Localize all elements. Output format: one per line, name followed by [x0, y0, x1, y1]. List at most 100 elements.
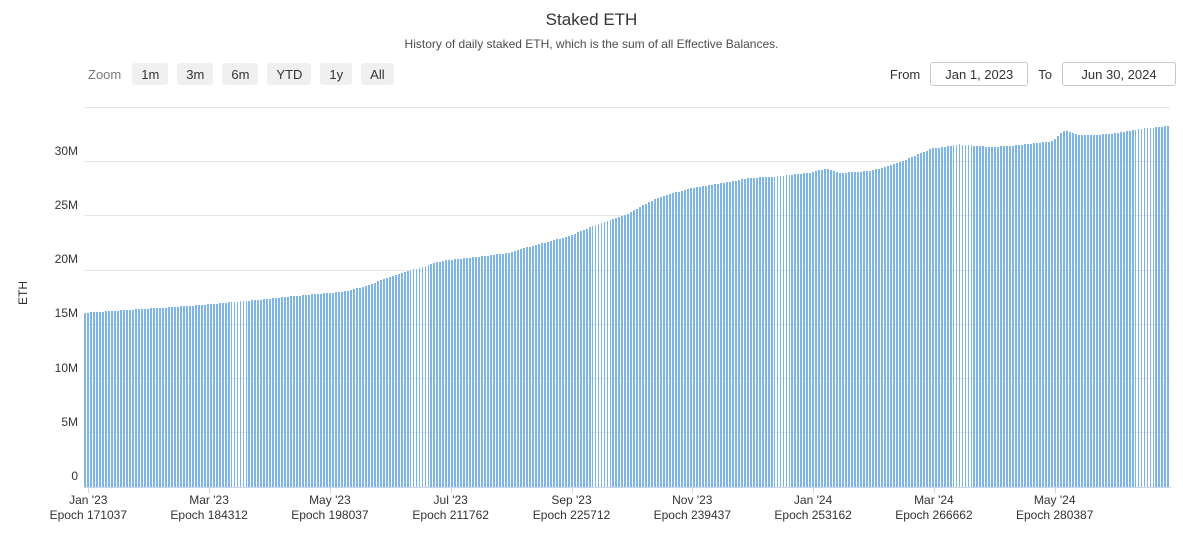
staked-eth-bar[interactable] — [928, 149, 931, 487]
staked-eth-bar[interactable] — [1095, 134, 1098, 487]
staked-eth-bar[interactable] — [895, 162, 898, 487]
staked-eth-bar[interactable] — [373, 282, 376, 487]
staked-eth-bar[interactable] — [910, 156, 913, 487]
staked-eth-bar[interactable] — [1134, 129, 1137, 487]
staked-eth-bar[interactable] — [311, 294, 314, 487]
staked-eth-bar[interactable] — [114, 310, 117, 487]
staked-eth-bar[interactable] — [427, 265, 430, 487]
staked-eth-bar[interactable] — [952, 145, 955, 487]
staked-eth-bar[interactable] — [919, 153, 922, 487]
staked-eth-bar[interactable] — [269, 298, 272, 487]
staked-eth-bar[interactable] — [164, 307, 167, 487]
staked-eth-bar[interactable] — [93, 312, 96, 487]
staked-eth-bar[interactable] — [782, 175, 785, 487]
staked-eth-bar[interactable] — [734, 180, 737, 487]
staked-eth-bar[interactable] — [358, 287, 361, 487]
staked-eth-bar[interactable] — [958, 144, 961, 487]
staked-eth-bar[interactable] — [460, 258, 463, 487]
staked-eth-bar[interactable] — [609, 219, 612, 487]
staked-eth-bar[interactable] — [111, 310, 114, 487]
staked-eth-bar[interactable] — [767, 176, 770, 487]
staked-eth-bar[interactable] — [776, 176, 779, 487]
zoom-button-3m[interactable]: 3m — [177, 63, 214, 85]
staked-eth-bar[interactable] — [355, 288, 358, 487]
staked-eth-bar[interactable] — [102, 311, 105, 487]
staked-eth-bar[interactable] — [800, 173, 803, 487]
staked-eth-bar[interactable] — [531, 245, 534, 487]
staked-eth-bar[interactable] — [878, 168, 880, 487]
staked-eth-bar[interactable] — [943, 146, 946, 487]
staked-eth-bar[interactable] — [522, 248, 525, 487]
staked-eth-bar[interactable] — [573, 233, 576, 487]
staked-eth-bar[interactable] — [749, 177, 752, 487]
staked-eth-bar[interactable] — [338, 292, 340, 487]
staked-eth-bar[interactable] — [335, 292, 337, 487]
staked-eth-bar[interactable] — [421, 266, 424, 487]
staked-eth-bar[interactable] — [457, 258, 460, 487]
staked-eth-bar[interactable] — [370, 283, 373, 487]
staked-eth-bar[interactable] — [1000, 146, 1003, 487]
staked-eth-bar[interactable] — [955, 144, 958, 487]
staked-eth-bar[interactable] — [537, 244, 540, 487]
staked-eth-bar[interactable] — [233, 301, 236, 487]
staked-eth-bar[interactable] — [1164, 126, 1167, 487]
staked-eth-bar[interactable] — [988, 146, 991, 487]
staked-eth-bar[interactable] — [475, 256, 478, 487]
staked-eth-bar[interactable] — [707, 185, 710, 487]
staked-eth-bar[interactable] — [546, 241, 549, 487]
staked-eth-bar[interactable] — [385, 278, 388, 487]
staked-eth-bar[interactable] — [367, 284, 370, 487]
zoom-button-1y[interactable]: 1y — [320, 63, 353, 85]
staked-eth-bar[interactable] — [1042, 142, 1044, 487]
staked-eth-bar[interactable] — [931, 148, 934, 487]
staked-eth-bar[interactable] — [156, 308, 158, 487]
staked-eth-bar[interactable] — [687, 188, 689, 487]
staked-eth-bar[interactable] — [1003, 146, 1006, 487]
staked-eth-bar[interactable] — [451, 259, 454, 487]
staked-eth-bar[interactable] — [194, 305, 197, 487]
staked-eth-bar[interactable] — [472, 257, 475, 487]
staked-eth-bar[interactable] — [236, 301, 239, 487]
staked-eth-bar[interactable] — [290, 296, 293, 487]
staked-eth-bar[interactable] — [519, 249, 522, 487]
staked-eth-bar[interactable] — [96, 312, 99, 487]
staked-eth-bar[interactable] — [624, 214, 627, 487]
staked-eth-bar[interactable] — [654, 198, 657, 487]
staked-eth-bar[interactable] — [308, 294, 311, 487]
staked-eth-bar[interactable] — [636, 208, 639, 487]
staked-eth-bar[interactable] — [1009, 145, 1012, 487]
staked-eth-bar[interactable] — [552, 240, 555, 487]
zoom-button-ytd[interactable]: YTD — [267, 63, 312, 85]
staked-eth-bar[interactable] — [833, 171, 836, 487]
staked-eth-bar[interactable] — [872, 170, 874, 487]
staked-eth-bar[interactable] — [415, 268, 418, 487]
staked-eth-bar[interactable] — [1149, 127, 1152, 487]
staked-eth-bar[interactable] — [534, 244, 537, 487]
staked-eth-bar[interactable] — [854, 171, 857, 487]
staked-eth-bar[interactable] — [1018, 145, 1021, 487]
staked-eth-bar[interactable] — [860, 171, 862, 487]
staked-eth-bar[interactable] — [400, 273, 403, 487]
staked-eth-bar[interactable] — [150, 308, 152, 487]
staked-eth-bar[interactable] — [332, 292, 334, 487]
staked-eth-bar[interactable] — [1068, 132, 1071, 487]
staked-eth-bar[interactable] — [496, 254, 499, 487]
staked-eth-bar[interactable] — [320, 293, 322, 487]
staked-eth-bar[interactable] — [660, 196, 663, 487]
staked-eth-bar[interactable] — [388, 277, 391, 487]
staked-eth-bar[interactable] — [179, 306, 182, 487]
staked-eth-bar[interactable] — [1074, 134, 1077, 487]
staked-eth-bar[interactable] — [991, 147, 994, 487]
staked-eth-bar[interactable] — [1027, 144, 1030, 487]
staked-eth-bar[interactable] — [135, 309, 137, 487]
staked-eth-bar[interactable] — [272, 298, 275, 487]
staked-eth-bar[interactable] — [147, 308, 149, 487]
staked-eth-bar[interactable] — [257, 299, 260, 487]
staked-eth-bar[interactable] — [785, 175, 788, 487]
staked-eth-bar[interactable] — [567, 236, 570, 487]
staked-eth-bar[interactable] — [299, 295, 302, 487]
staked-eth-bar[interactable] — [144, 308, 146, 487]
staked-eth-bar[interactable] — [827, 168, 830, 487]
staked-eth-bar[interactable] — [499, 254, 501, 487]
staked-eth-bar[interactable] — [615, 217, 618, 487]
